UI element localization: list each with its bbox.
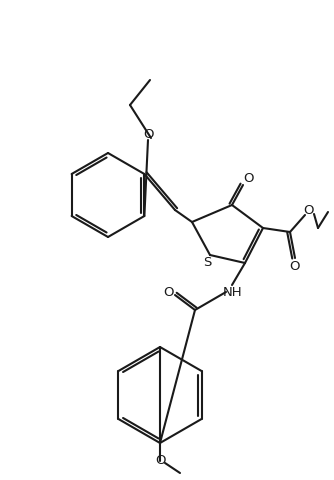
Text: O: O [304,204,314,217]
Text: O: O [144,129,154,142]
Text: O: O [244,171,254,184]
Text: O: O [163,287,173,300]
Text: S: S [203,255,211,268]
Text: NH: NH [223,286,243,299]
Text: O: O [290,260,300,273]
Text: O: O [155,455,165,468]
